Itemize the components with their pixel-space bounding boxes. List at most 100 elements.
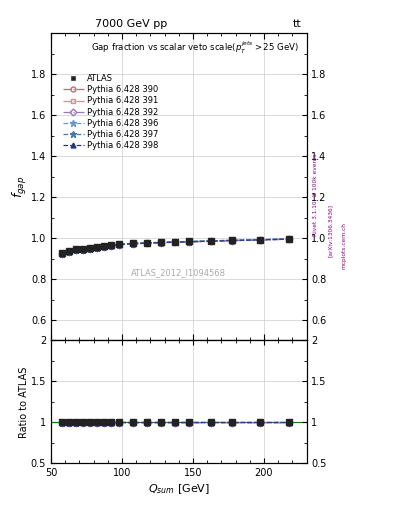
Pythia 6.428 398 xyxy=(116,242,121,248)
Pythia 6.428 398 xyxy=(145,240,149,246)
Pythia 6.428 392 xyxy=(109,243,114,249)
Pythia 6.428 390 xyxy=(95,245,99,251)
Pythia 6.428 392 xyxy=(116,242,121,248)
Pythia 6.428 390 xyxy=(145,240,149,246)
Y-axis label: Ratio to ATLAS: Ratio to ATLAS xyxy=(20,366,29,438)
Pythia 6.428 397 xyxy=(81,246,85,252)
Pythia 6.428 396 xyxy=(286,236,291,242)
Pythia 6.428 397 xyxy=(116,241,121,247)
Pythia 6.428 392 xyxy=(88,246,92,252)
Pythia 6.428 397 xyxy=(59,251,64,257)
Pythia 6.428 391 xyxy=(66,249,71,255)
Pythia 6.428 391 xyxy=(208,238,213,244)
Pythia 6.428 390 xyxy=(286,236,291,242)
Pythia 6.428 392 xyxy=(73,247,78,253)
Pythia 6.428 391 xyxy=(59,251,64,257)
Text: mcplots.cern.ch: mcplots.cern.ch xyxy=(342,222,347,269)
Pythia 6.428 390 xyxy=(173,239,178,245)
Pythia 6.428 397 xyxy=(258,237,263,243)
Pythia 6.428 396 xyxy=(109,242,114,248)
Pythia 6.428 390 xyxy=(73,247,78,253)
Text: Rivet 3.1.10, ≥ 100k events: Rivet 3.1.10, ≥ 100k events xyxy=(312,153,318,236)
Text: Gap fraction vs scalar veto scale($p_T^{jets}>$25 GeV): Gap fraction vs scalar veto scale($p_T^{… xyxy=(91,39,299,56)
Pythia 6.428 396 xyxy=(95,244,99,250)
Line: Pythia 6.428 390: Pythia 6.428 390 xyxy=(59,237,291,257)
Line: Pythia 6.428 396: Pythia 6.428 396 xyxy=(59,236,292,257)
Pythia 6.428 391 xyxy=(145,240,149,246)
Pythia 6.428 392 xyxy=(102,244,107,250)
Pythia 6.428 391 xyxy=(95,244,99,250)
Pythia 6.428 398 xyxy=(286,236,291,242)
Pythia 6.428 398 xyxy=(130,241,135,247)
Pythia 6.428 397 xyxy=(66,249,71,255)
Pythia 6.428 392 xyxy=(81,247,85,253)
Pythia 6.428 390 xyxy=(159,240,163,246)
Pythia 6.428 390 xyxy=(109,243,114,249)
Pythia 6.428 396 xyxy=(81,246,85,252)
Pythia 6.428 398 xyxy=(66,249,71,255)
Pythia 6.428 392 xyxy=(95,245,99,251)
Pythia 6.428 396 xyxy=(102,243,107,249)
Pythia 6.428 390 xyxy=(130,241,135,247)
Pythia 6.428 398 xyxy=(173,239,178,245)
Pythia 6.428 392 xyxy=(130,241,135,247)
Pythia 6.428 398 xyxy=(59,251,64,257)
Pythia 6.428 397 xyxy=(173,239,178,245)
Pythia 6.428 390 xyxy=(81,247,85,253)
Pythia 6.428 392 xyxy=(145,240,149,246)
Pythia 6.428 396 xyxy=(159,239,163,245)
Pythia 6.428 392 xyxy=(173,239,178,245)
Pythia 6.428 391 xyxy=(258,237,263,243)
Pythia 6.428 392 xyxy=(159,240,163,246)
Pythia 6.428 392 xyxy=(230,238,234,244)
Text: [arXiv:1306.3436]: [arXiv:1306.3436] xyxy=(328,204,333,257)
Pythia 6.428 391 xyxy=(159,239,163,245)
Pythia 6.428 397 xyxy=(73,247,78,253)
Pythia 6.428 398 xyxy=(258,237,263,243)
Pythia 6.428 396 xyxy=(230,237,234,243)
Pythia 6.428 396 xyxy=(173,239,178,245)
Pythia 6.428 390 xyxy=(66,249,71,255)
Pythia 6.428 397 xyxy=(208,238,213,244)
Pythia 6.428 391 xyxy=(230,237,234,243)
Pythia 6.428 397 xyxy=(109,242,114,248)
Pythia 6.428 398 xyxy=(159,240,163,246)
Pythia 6.428 398 xyxy=(230,238,234,244)
Pythia 6.428 396 xyxy=(116,241,121,247)
Pythia 6.428 392 xyxy=(66,249,71,255)
Pythia 6.428 398 xyxy=(81,247,85,253)
Pythia 6.428 391 xyxy=(187,239,192,245)
Pythia 6.428 390 xyxy=(230,238,234,244)
Pythia 6.428 397 xyxy=(88,245,92,251)
Pythia 6.428 391 xyxy=(109,242,114,248)
Pythia 6.428 391 xyxy=(116,241,121,247)
Pythia 6.428 398 xyxy=(208,238,213,244)
Line: Pythia 6.428 392: Pythia 6.428 392 xyxy=(59,237,291,257)
Text: 7000 GeV pp: 7000 GeV pp xyxy=(95,18,167,29)
Pythia 6.428 396 xyxy=(187,238,192,244)
Pythia 6.428 397 xyxy=(102,243,107,249)
Pythia 6.428 391 xyxy=(286,236,291,242)
Pythia 6.428 397 xyxy=(230,237,234,243)
Pythia 6.428 390 xyxy=(208,238,213,244)
Pythia 6.428 396 xyxy=(145,240,149,246)
Pythia 6.428 396 xyxy=(88,245,92,251)
Pythia 6.428 392 xyxy=(208,238,213,244)
Pythia 6.428 392 xyxy=(286,236,291,242)
Pythia 6.428 392 xyxy=(258,237,263,243)
Pythia 6.428 396 xyxy=(66,248,71,254)
Pythia 6.428 396 xyxy=(59,250,64,257)
Pythia 6.428 390 xyxy=(88,246,92,252)
Pythia 6.428 397 xyxy=(187,239,192,245)
Pythia 6.428 396 xyxy=(73,246,78,252)
Pythia 6.428 392 xyxy=(59,251,64,258)
Line: Pythia 6.428 397: Pythia 6.428 397 xyxy=(59,236,292,257)
Pythia 6.428 398 xyxy=(187,239,192,245)
Pythia 6.428 397 xyxy=(95,244,99,250)
Pythia 6.428 390 xyxy=(102,244,107,250)
Pythia 6.428 392 xyxy=(187,239,192,245)
Line: Pythia 6.428 398: Pythia 6.428 398 xyxy=(59,237,291,257)
Pythia 6.428 398 xyxy=(109,243,114,249)
Pythia 6.428 391 xyxy=(88,245,92,251)
Pythia 6.428 396 xyxy=(258,237,263,243)
